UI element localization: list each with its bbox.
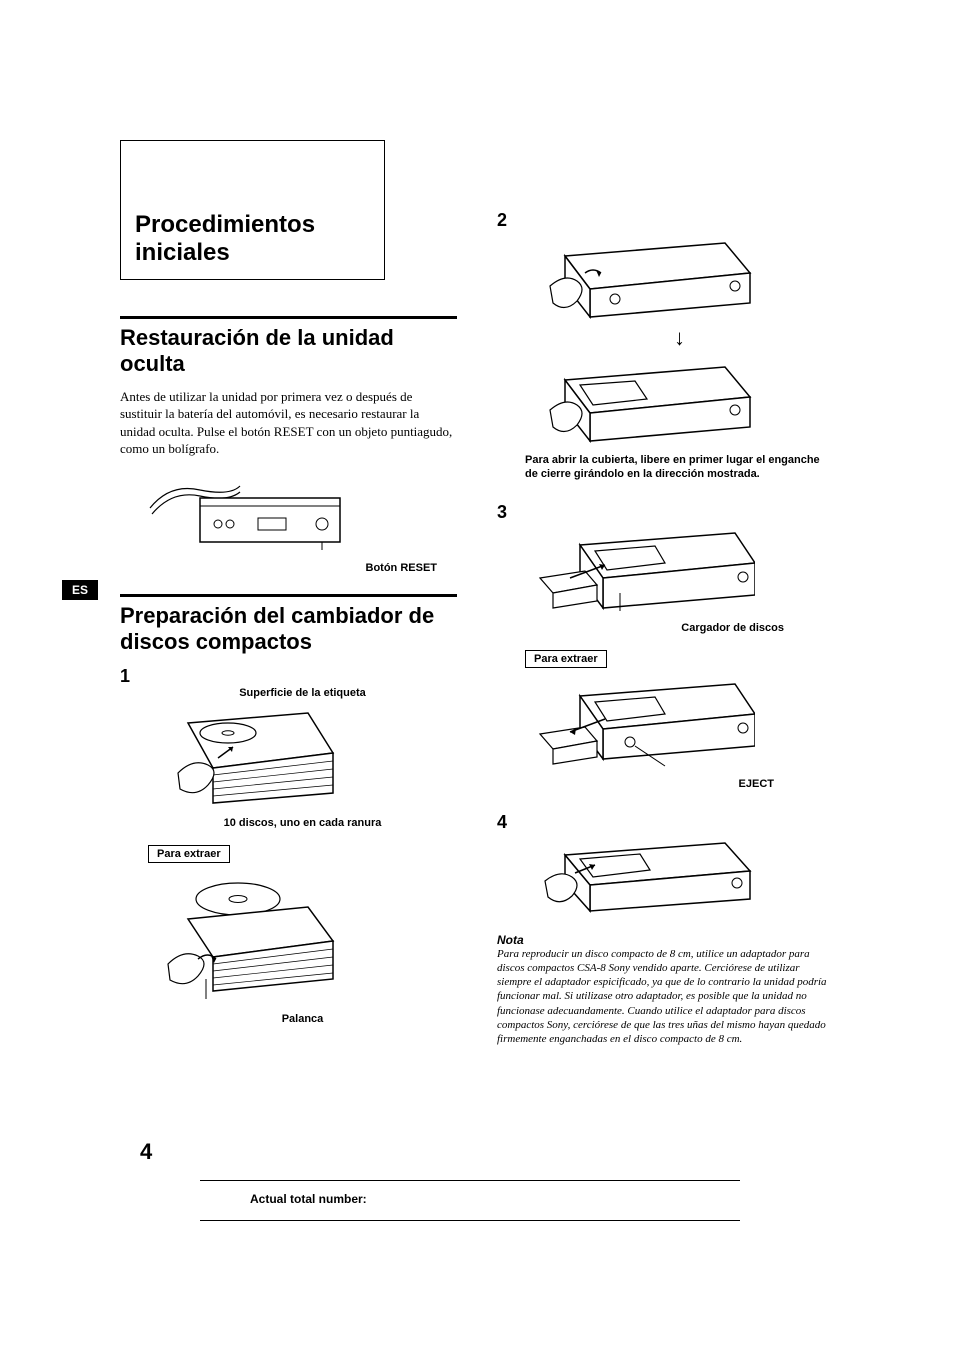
extract-label: Para extraer <box>148 845 230 863</box>
unit-close-illustration <box>525 833 755 913</box>
section1-heading: Restauración de la unidad oculta <box>120 325 457 378</box>
section2-heading: Preparación del cambiador de discos comp… <box>120 603 457 656</box>
title-box: Procedimientos iniciales <box>120 140 385 280</box>
page-number: 4 <box>140 1139 152 1165</box>
charger-caption: Cargador de discos <box>681 622 784 634</box>
unit-open-illustration-b <box>525 355 755 445</box>
disc-magazine-illustration <box>148 703 348 813</box>
footer-text: Actual total number: <box>250 1192 367 1206</box>
page-title: Procedimientos iniciales <box>135 211 370 266</box>
note-body: Para reproducir un disco compacto de 8 c… <box>497 947 834 1047</box>
step-3: 3 Cargador de discos <box>497 502 834 792</box>
unit-open-illustration-a <box>525 231 755 321</box>
reset-caption: Botón RESET <box>366 562 438 574</box>
step-1: 1 Superficie de la etiqueta 10 discos, <box>120 666 457 1027</box>
step-2: 2 ↓ <box>497 210 834 482</box>
language-tab: ES <box>62 580 98 600</box>
step-number: 1 <box>120 666 130 687</box>
unit-load-illustration <box>525 523 755 618</box>
footer-rule <box>200 1220 740 1221</box>
step1-top-caption: Superficie de la etiqueta <box>148 687 457 699</box>
disc-extract-illustration <box>148 869 348 1009</box>
extract-label: Para extraer <box>525 650 607 668</box>
step-number: 3 <box>497 502 507 523</box>
section-rule <box>120 316 457 319</box>
step-number: 2 <box>497 210 507 231</box>
step1-bottom-caption: 10 discos, uno en cada ranura <box>148 817 457 829</box>
footer-rule <box>200 1180 740 1181</box>
section-rule <box>120 594 457 597</box>
unit-eject-illustration <box>525 674 755 774</box>
reset-figure: Botón RESET <box>140 468 457 576</box>
palanca-caption: Palanca <box>282 1013 324 1025</box>
step-4: 4 <box>497 812 834 913</box>
reset-device-illustration <box>140 468 360 558</box>
eject-caption: EJECT <box>739 778 774 790</box>
note-heading: Nota <box>497 933 834 947</box>
section1-body: Antes de utilizar la unidad por primera … <box>120 388 457 458</box>
step-number: 4 <box>497 812 507 833</box>
down-arrow-icon: ↓ <box>525 325 834 351</box>
step2-open-caption: Para abrir la cubierta, libere en primer… <box>525 453 834 482</box>
